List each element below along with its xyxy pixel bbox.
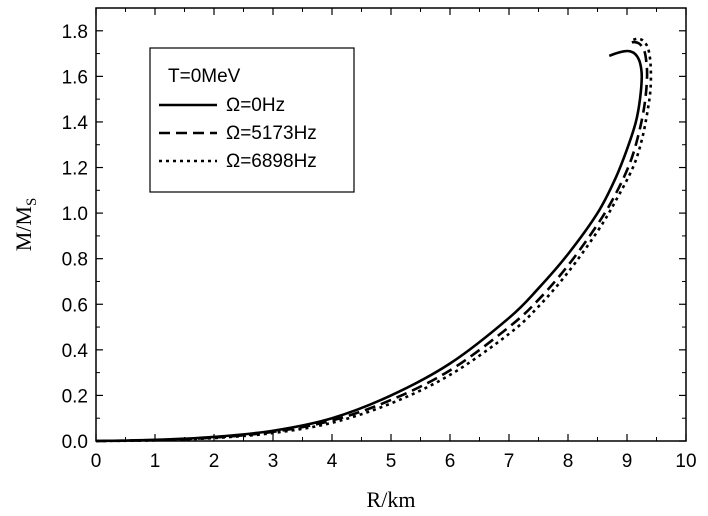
y-tick-label: 0.2: [62, 386, 88, 407]
y-tick-label: 0.6: [62, 295, 88, 316]
y-axis-title-main: M/M: [11, 206, 36, 251]
x-tick-label: 7: [504, 451, 515, 472]
x-tick-label: 6: [445, 451, 456, 472]
x-tick-label: 8: [563, 451, 574, 472]
legend: T=0MeV Ω=0Hz Ω=5173Hz Ω=6898Hz: [150, 48, 354, 192]
legend-label-2: Ω=5173Hz: [226, 123, 317, 144]
legend-title: T=0MeV: [168, 66, 241, 87]
x-tick-label: 5: [386, 451, 397, 472]
x-axis-title: R/km: [367, 487, 416, 512]
y-axis-title-subscript: S: [24, 198, 40, 206]
x-tick-label: 4: [327, 451, 338, 472]
x-tick-label: 0: [91, 451, 102, 472]
legend-label-1: Ω=0Hz: [226, 95, 285, 116]
y-tick-label: 1.0: [62, 204, 88, 225]
y-tick-label: 0.0: [62, 432, 88, 453]
x-tick-label: 3: [268, 451, 279, 472]
legend-label-3: Ω=6898Hz: [226, 151, 317, 172]
y-tick-label: 0.8: [62, 250, 88, 271]
x-tick-label: 1: [150, 451, 161, 472]
y-tick-label: 1.2: [62, 159, 88, 180]
y-tick-label: 1.4: [62, 113, 89, 134]
y-tick-label: 1.8: [62, 22, 88, 43]
y-axis-title: M/MS: [11, 198, 40, 252]
y-tick-label: 1.6: [62, 67, 88, 88]
x-tick-label: 9: [622, 451, 633, 472]
x-tick-label: 10: [675, 451, 696, 472]
y-tick-label: 0.4: [62, 341, 89, 362]
x-tick-label: 2: [209, 451, 220, 472]
